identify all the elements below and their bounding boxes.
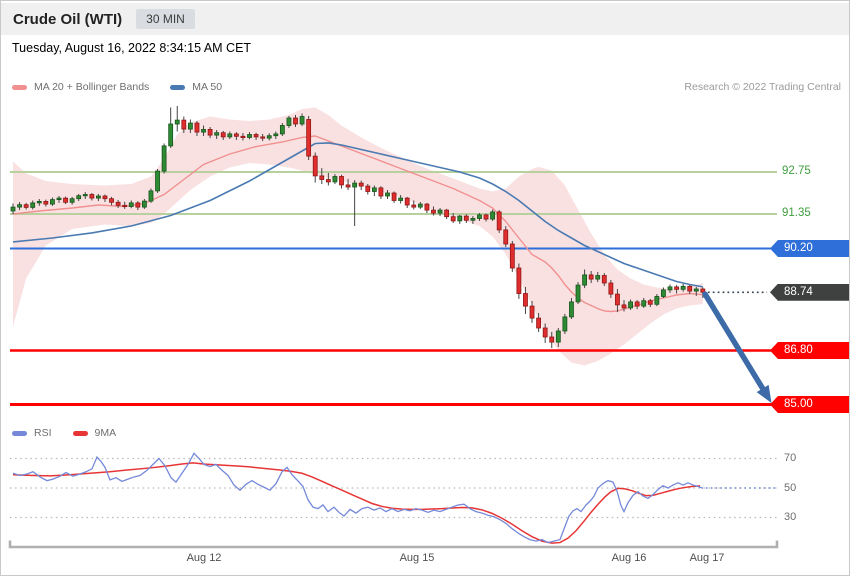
- rsi-ma-label: 9MA: [94, 427, 117, 439]
- last-price-tag: 88.74: [770, 283, 849, 301]
- ma50-label: MA 50: [192, 81, 223, 93]
- rsi-scale-label: 50: [784, 481, 797, 494]
- rsi-swatch-icon: [12, 430, 27, 436]
- pivot-price-tag: 90.20: [770, 240, 849, 257]
- rsi-legend: RSI 9MA: [12, 427, 841, 439]
- x-axis-label: Aug 15: [399, 552, 435, 564]
- titlebar: Crude Oil (WTI) 30 MIN: [1, 3, 849, 35]
- x-axis-label: Aug 16: [611, 552, 647, 564]
- resistance-level-label: 92.75: [782, 165, 811, 177]
- target-price-tag: 85.00: [770, 396, 849, 413]
- datetime-label: Tuesday, August 16, 2022 8:34:15 AM CET: [12, 41, 252, 55]
- x-axis-label: Aug 17: [689, 552, 725, 564]
- ma50-swatch-icon: [170, 84, 186, 90]
- rsi-scale-label: 30: [784, 511, 797, 523]
- rsi-label: RSI: [34, 427, 52, 439]
- copyright-note: Research © 2022 Trading Central: [684, 81, 841, 93]
- rsi-scale-label: 70: [784, 452, 797, 464]
- main-chart-legend: MA 20 + Bollinger Bands MA 50 Research ©…: [12, 81, 841, 93]
- x-axis-label: Aug 12: [186, 552, 222, 564]
- rsi-ma-swatch-icon: [72, 430, 88, 436]
- resistance-level-label: 91.35: [782, 207, 811, 219]
- ma20-bollinger-swatch-icon: [12, 84, 27, 90]
- page-title: Crude Oil (WTI): [13, 10, 123, 28]
- support-price-tag: 86.80: [770, 342, 849, 359]
- timeframe-badge[interactable]: 30 MIN: [136, 9, 195, 29]
- ma20-bollinger-label: MA 20 + Bollinger Bands: [34, 81, 150, 93]
